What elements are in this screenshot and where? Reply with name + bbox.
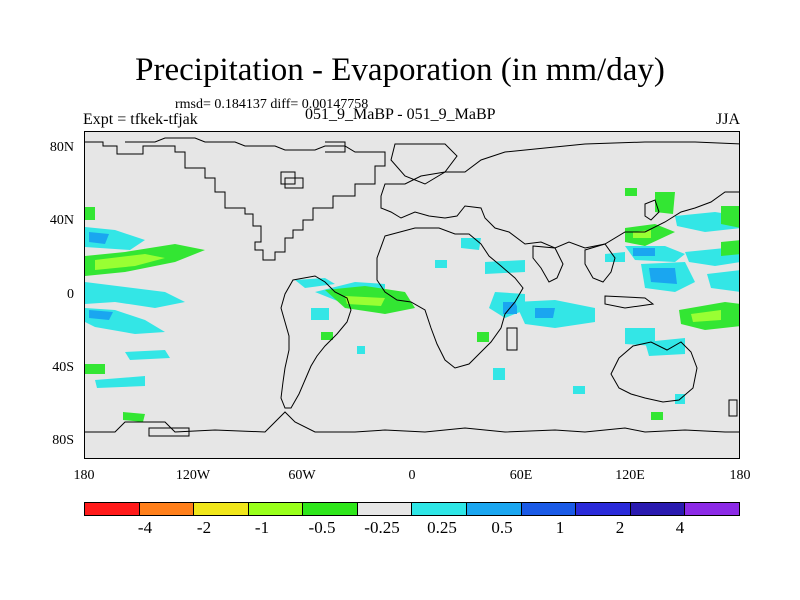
patch-cyan <box>461 238 481 250</box>
colorbar-label: -4 <box>137 518 153 537</box>
colorbar-label: -1 <box>254 518 270 537</box>
patch-cyan <box>625 328 655 346</box>
season-label: JJA <box>715 111 740 128</box>
lat-label-40s: 40S <box>52 360 74 375</box>
patch-cyan <box>707 270 739 292</box>
patch-green <box>85 207 95 220</box>
patch-blue <box>633 248 655 256</box>
coastlines <box>85 137 739 437</box>
colorbar-label: 2 <box>615 518 625 537</box>
lat-label-40n: 40N <box>49 213 74 228</box>
map-title: Precipitation - Evaporation (in mm/day) <box>135 52 665 88</box>
subtitle: 051_9_MaBP - 051_9_MaBP <box>305 106 496 123</box>
colorbar-swatch <box>630 503 686 515</box>
patch-green <box>477 332 489 342</box>
colorbar-label: 4 <box>675 518 685 537</box>
patch-blue <box>89 232 109 244</box>
colorbar-swatch <box>248 503 304 515</box>
patch-green <box>85 364 105 374</box>
patch-green <box>625 188 637 196</box>
patch-cyan <box>311 308 329 320</box>
patch-green <box>721 240 739 256</box>
lat-label-80s: 80S <box>52 433 74 448</box>
colorbar-swatch <box>85 503 140 515</box>
colorbar-swatch <box>576 503 631 515</box>
patch-cyan <box>605 252 625 262</box>
patch-blue <box>89 310 113 320</box>
patch-cyan <box>125 350 170 360</box>
lon-label-180e: 180 <box>729 468 751 483</box>
colorbar-label: -0.25 <box>364 518 400 537</box>
patch-cyan <box>85 282 185 308</box>
colorbar-swatch <box>303 503 358 515</box>
lat-label-80n: 80N <box>49 140 74 155</box>
anomaly-patches <box>85 188 739 422</box>
patch-cyan <box>485 260 525 274</box>
lon-label-120e: 120E <box>615 468 645 483</box>
lon-label-180w: 180 <box>73 468 95 483</box>
patch-lightgreen <box>95 254 165 270</box>
colorbar-swatch <box>357 503 413 515</box>
lon-label-120w: 120W <box>175 468 211 483</box>
patch-blue <box>649 268 677 284</box>
patch-blue <box>535 308 555 318</box>
patch-cyan <box>435 260 447 268</box>
patch-green <box>123 412 145 422</box>
colorbar-swatch <box>521 503 577 515</box>
world-map-svg <box>85 137 739 437</box>
experiment-label: Expt = tfkek-tfjak <box>83 111 198 128</box>
world-map-panel <box>84 131 740 459</box>
colorbar-swatch <box>467 503 522 515</box>
patch-cyan <box>357 346 365 354</box>
lon-label-0: 0 <box>408 468 416 483</box>
rmsd-diff-stats: rmsd= 0.184137 diff= 0.00147758 <box>175 97 369 112</box>
patch-cyan <box>295 278 335 288</box>
patch-cyan <box>573 386 585 394</box>
lon-label-60w: 60W <box>288 468 316 483</box>
patch-green <box>321 332 333 340</box>
lat-label-0: 0 <box>67 287 74 302</box>
colorbar-label: 0.5 <box>491 518 513 537</box>
colorbar-label: -2 <box>196 518 212 537</box>
patch-cyan <box>493 368 505 380</box>
patch-cyan <box>645 338 685 356</box>
patch-green <box>655 192 675 214</box>
patch-cyan <box>515 300 595 328</box>
colorbar-label: 0.25 <box>427 518 457 537</box>
patch-lightgreen <box>691 310 721 322</box>
colorbar-swatch <box>685 503 739 515</box>
colorbar-label: -0.5 <box>308 518 336 537</box>
patch-cyan <box>85 227 145 250</box>
patch-cyan <box>95 376 145 388</box>
colorbar-label: 1 <box>555 518 565 537</box>
colorbar-swatch <box>194 503 249 515</box>
patch-green <box>651 412 663 420</box>
lon-label-60e: 60E <box>509 468 533 483</box>
colorbar <box>84 502 740 516</box>
patch-lightgreen <box>345 296 385 306</box>
colorbar-swatch <box>412 503 468 515</box>
patch-green <box>721 206 739 228</box>
colorbar-swatch <box>139 503 195 515</box>
